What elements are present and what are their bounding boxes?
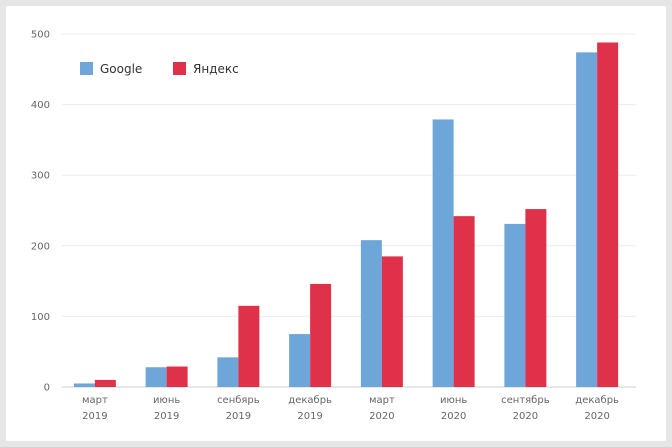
legend-label-yandex: Яндекс — [193, 62, 239, 76]
legend-label-google: Google — [100, 62, 142, 76]
x-tick-label: сенбярь — [217, 395, 260, 406]
bar-google — [73, 383, 95, 387]
x-tick-label-year: 2020 — [513, 411, 538, 422]
bar-google — [145, 367, 167, 387]
legend-swatch-yandex — [173, 62, 186, 75]
x-tick-label: декабрь — [288, 395, 332, 406]
bar-google — [289, 334, 311, 387]
bar-google — [504, 223, 526, 387]
bar-yandex — [453, 216, 475, 387]
bar-yandex — [597, 42, 619, 388]
bar-google — [360, 240, 382, 387]
bar-yandex — [238, 305, 260, 387]
chart-frame — [6, 6, 666, 441]
x-tick-label-year: 2019 — [297, 411, 322, 422]
x-tick-label: июнь — [440, 395, 467, 406]
bar-yandex — [166, 366, 188, 387]
x-tick-label-year: 2020 — [441, 411, 466, 422]
x-tick-label-year: 2020 — [369, 411, 394, 422]
x-tick-label: март — [369, 395, 395, 406]
bar-google — [432, 119, 454, 388]
bar-google — [576, 52, 598, 388]
y-tick-label: 100 — [31, 312, 50, 323]
y-tick-label: 0 — [44, 383, 50, 394]
x-tick-label: июнь — [153, 395, 180, 406]
y-tick-label: 300 — [31, 171, 50, 182]
bar-yandex — [525, 209, 547, 387]
bar-yandex — [310, 283, 332, 387]
x-tick-label: март — [82, 395, 108, 406]
legend-swatch-google — [80, 62, 93, 75]
bar-google — [217, 357, 239, 387]
x-tick-label-year: 2019 — [154, 411, 179, 422]
y-tick-label: 400 — [31, 100, 50, 111]
y-tick-label: 500 — [31, 30, 50, 41]
x-tick-label-year: 2019 — [226, 411, 251, 422]
y-tick-label: 200 — [31, 241, 50, 252]
x-tick-label: декабрь — [575, 395, 619, 406]
bar-yandex — [94, 379, 116, 387]
bar-yandex — [381, 256, 403, 387]
x-tick-label-year: 2019 — [82, 411, 107, 422]
x-tick-label: сентябрь — [501, 395, 550, 406]
x-tick-label-year: 2020 — [584, 411, 609, 422]
